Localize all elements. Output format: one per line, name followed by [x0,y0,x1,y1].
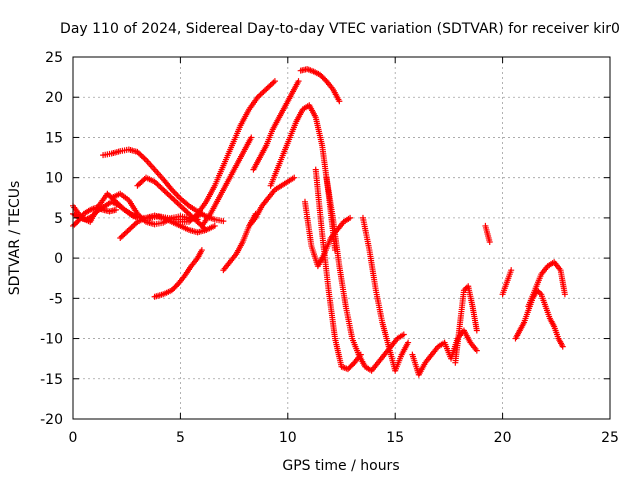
data-point [405,339,412,346]
series-arc8 [151,247,205,300]
series-arc24 [512,287,566,350]
series-arc20 [409,327,480,378]
y-tick-label: 0 [54,251,63,267]
data-point [171,189,178,196]
series-arc10 [198,134,255,229]
axis-ticks: 0 5 10 15 20 25 -20 -15 -10 -5 0 5 10 15 20 25 [40,50,619,446]
data-point [174,192,181,199]
data-point [203,226,210,233]
data-points [70,66,568,378]
y-tick-label: -5 [49,291,63,307]
x-tick-label: 25 [601,430,619,446]
series-arc25 [525,259,568,310]
series-arc9 [177,78,278,225]
y-tick-label: -10 [40,332,63,348]
series-arc18 [323,174,407,374]
data-point [561,291,568,298]
data-point [486,239,493,246]
series-arc22 [482,222,493,246]
y-tick-label: 25 [45,50,63,66]
y-tick-label: 15 [45,130,63,146]
series-arc15 [297,66,343,105]
data-point [173,191,180,198]
grid-lines [73,57,610,419]
data-point [473,347,480,354]
y-tick-label: -15 [40,372,63,388]
data-point [248,134,255,141]
series-arc7 [134,174,210,233]
y-tick-label: 10 [45,171,63,187]
series-arc23 [499,267,515,298]
data-point [473,327,480,334]
y-axis-label: SDTVAR / TECUs [7,181,23,296]
chart-title: Day 110 of 2024, Sidereal Day-to-day VTE… [60,21,620,37]
x-axis-label: GPS time / hours [282,458,399,474]
data-point [400,331,407,338]
data-point [291,174,298,181]
data-point [112,206,119,213]
series-arc13 [250,78,302,173]
x-tick-label: 10 [279,430,297,446]
x-tick-label: 0 [69,430,78,446]
x-tick-label: 15 [386,430,404,446]
y-tick-label: 5 [54,211,63,227]
data-point [508,267,515,274]
series-arc4 [100,146,227,225]
data-point [347,214,354,221]
y-tick-label: 20 [45,90,63,106]
data-point [198,247,205,254]
data-point [220,218,227,225]
data-point [559,343,566,350]
data-point [336,98,343,105]
series-arc21 [452,283,480,366]
plot-frame [72,56,611,420]
data-point [295,78,302,85]
x-tick-label: 20 [494,430,512,446]
y-tick-label: -20 [40,412,63,428]
series-arc19 [359,214,412,374]
series-arc17 [312,166,364,373]
x-tick-label: 5 [176,430,185,446]
series-arc12 [246,174,298,229]
data-point [271,78,278,85]
data-point [211,222,218,229]
